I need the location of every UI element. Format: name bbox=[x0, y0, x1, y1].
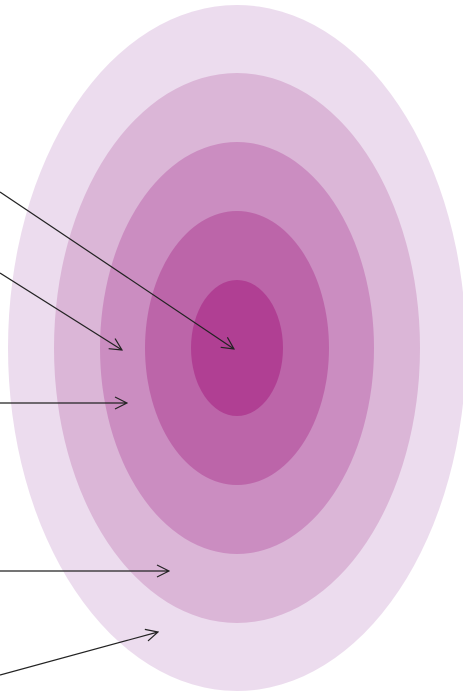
pointer-arrow-outer-ring bbox=[0, 632, 158, 676]
pointer-arrow-ring-3-upper bbox=[0, 272, 122, 350]
rings-group bbox=[8, 5, 463, 691]
pointer-arrow-center bbox=[0, 191, 234, 349]
ring-center-5 bbox=[191, 280, 283, 416]
pointer-arrows-group bbox=[0, 191, 234, 676]
